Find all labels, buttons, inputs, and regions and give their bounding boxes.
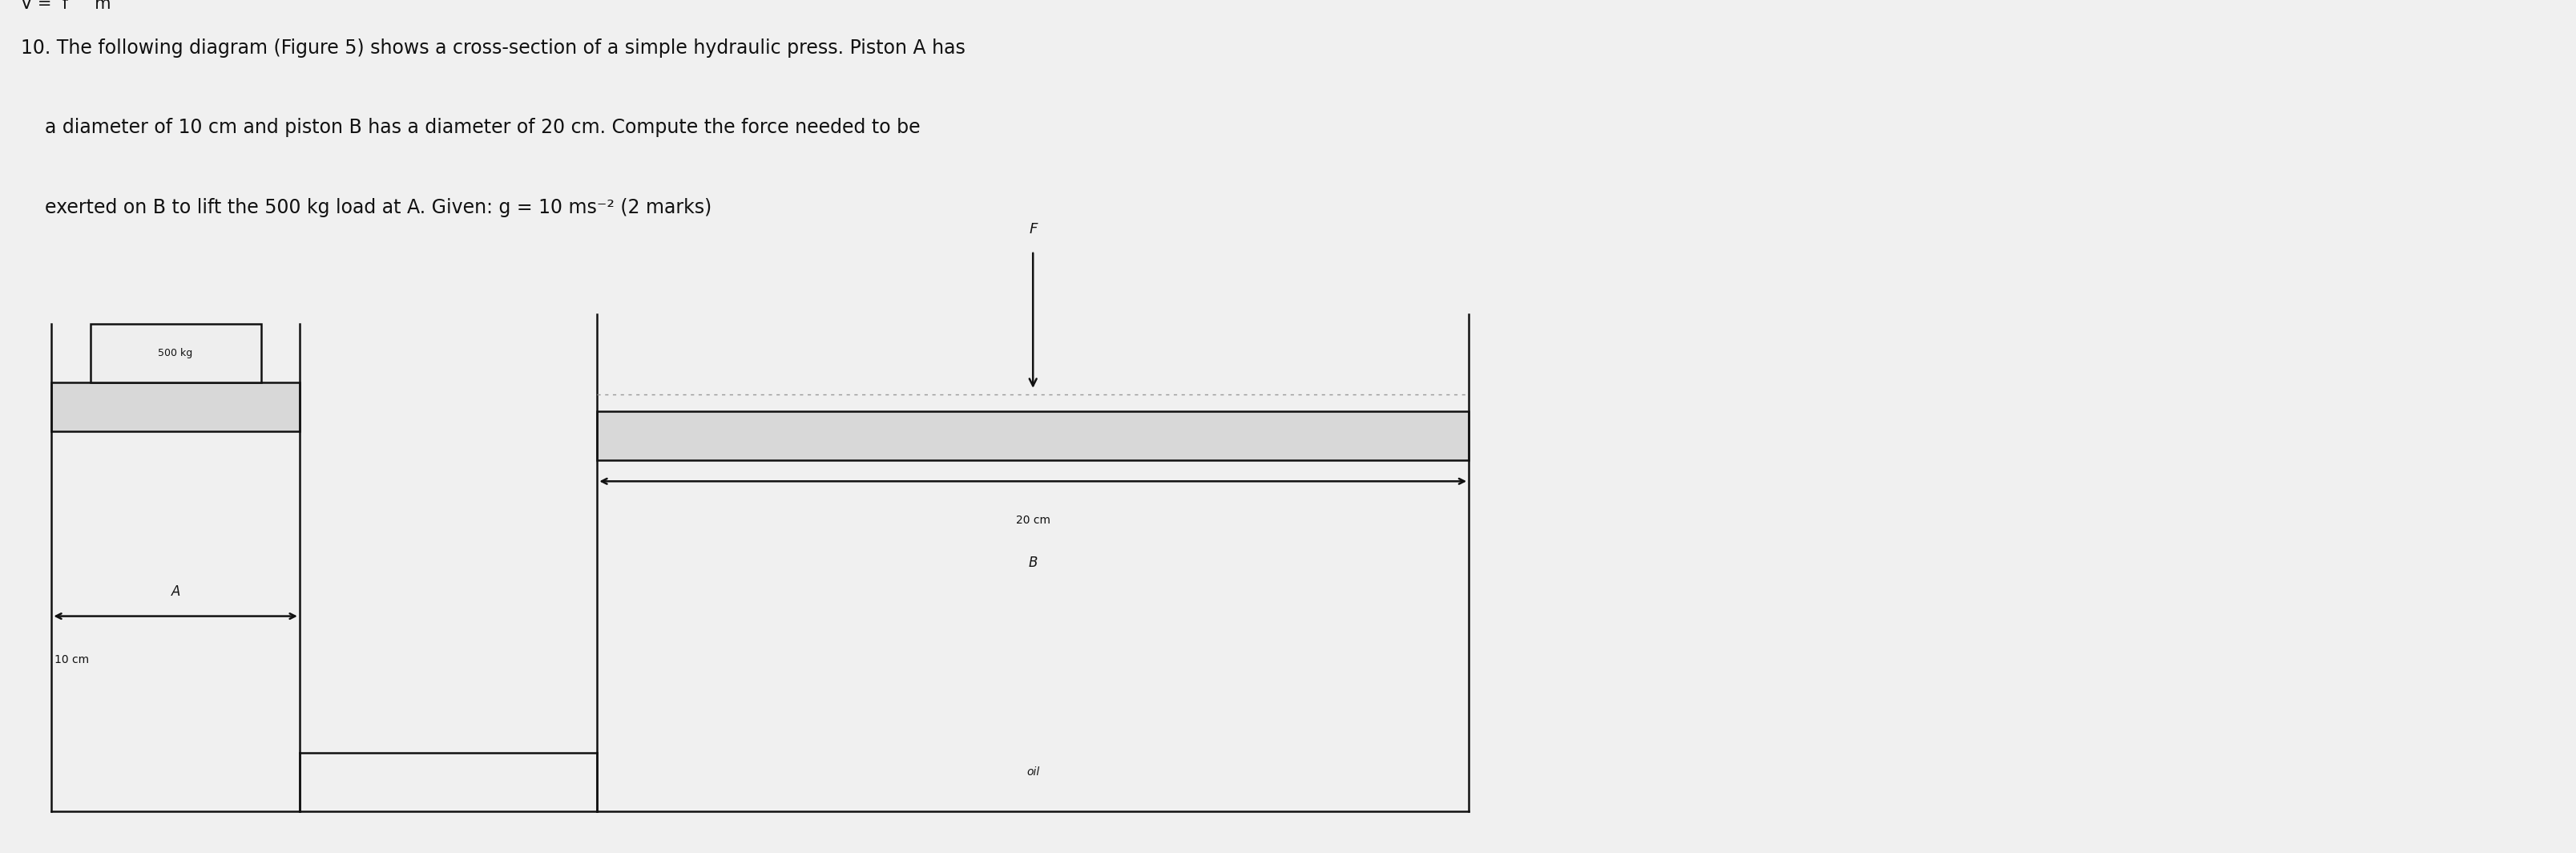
Text: exerted on B to lift the 500 kg load at A. Given: g = 10 ms⁻² (2 marks): exerted on B to lift the 500 kg load at … (21, 198, 711, 218)
Text: F: F (1028, 222, 1036, 236)
Bar (90, 324, 260, 382)
Bar (598, 411, 1468, 461)
Text: B: B (1028, 555, 1038, 570)
Text: 500 kg: 500 kg (157, 348, 193, 358)
Text: 10 cm: 10 cm (54, 654, 88, 665)
Text: a diameter of 10 cm and piston B has a diameter of 20 cm. Compute the force need: a diameter of 10 cm and piston B has a d… (21, 118, 920, 137)
Text: 20 cm: 20 cm (1015, 515, 1051, 526)
Text: 10. The following diagram (Figure 5) shows a cross-section of a simple hydraulic: 10. The following diagram (Figure 5) sho… (21, 38, 966, 57)
Text: oil: oil (1025, 767, 1038, 778)
Bar (52, 382, 299, 431)
Text: V =  f     m̅: V = f m̅ (21, 0, 111, 13)
Text: A: A (170, 584, 180, 599)
